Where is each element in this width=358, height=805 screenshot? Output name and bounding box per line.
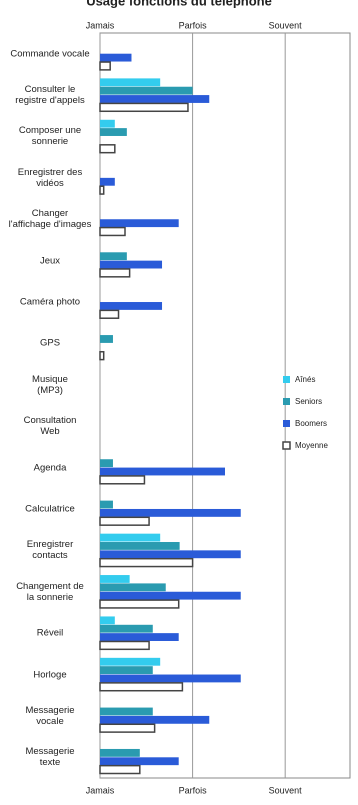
bar bbox=[100, 335, 113, 343]
bar bbox=[100, 674, 241, 683]
x-tick-label: Souvent bbox=[269, 20, 303, 30]
y-tick-label: Consultation Web bbox=[23, 415, 77, 438]
legend-swatch bbox=[283, 420, 290, 427]
y-tick-label: Composer une sonnerie bbox=[18, 125, 82, 148]
bar bbox=[100, 128, 127, 136]
y-tick-label: Jeux bbox=[39, 255, 61, 267]
bar bbox=[100, 550, 241, 559]
y-tick-label: Messagerie vocale bbox=[25, 704, 75, 727]
legend-label: Seniors bbox=[295, 397, 322, 406]
legend-swatch bbox=[283, 376, 290, 383]
legend-swatch bbox=[282, 441, 291, 450]
y-tick-label: Commande vocale bbox=[10, 48, 90, 60]
bar bbox=[99, 682, 184, 692]
bar bbox=[99, 61, 111, 71]
bar bbox=[100, 666, 153, 675]
y-tick-label: Enregistrer contacts bbox=[26, 539, 74, 562]
bar bbox=[99, 102, 189, 113]
y-tick-label: Messagerie texte bbox=[25, 746, 75, 769]
bar bbox=[100, 459, 113, 468]
x-tick-label: Parfois bbox=[179, 785, 208, 795]
bar bbox=[100, 508, 241, 517]
bar bbox=[99, 475, 146, 485]
y-tick-label: Calculatrice bbox=[25, 503, 75, 515]
bar bbox=[99, 557, 194, 568]
bar bbox=[99, 351, 105, 361]
bar bbox=[99, 599, 180, 609]
bar bbox=[100, 95, 210, 103]
bar bbox=[100, 616, 115, 625]
bar bbox=[100, 53, 132, 62]
bar bbox=[100, 715, 210, 724]
bar bbox=[100, 748, 140, 757]
y-tick-label: Horloge bbox=[33, 669, 67, 681]
legend-label: Boomers bbox=[295, 419, 327, 428]
legend-label: Moyenne bbox=[295, 441, 328, 450]
y-tick-label: Caméra photo bbox=[19, 296, 81, 308]
legend-swatch bbox=[283, 398, 290, 405]
bar bbox=[100, 575, 130, 583]
bar bbox=[100, 633, 179, 641]
bar bbox=[100, 467, 225, 476]
bar bbox=[100, 583, 166, 592]
legend-label: Aînés bbox=[295, 375, 315, 384]
bar bbox=[99, 144, 116, 154]
x-tick-label: Jamais bbox=[86, 785, 115, 795]
bar bbox=[100, 78, 161, 87]
chart-title: Usage fonctions du téléphone bbox=[86, 0, 272, 8]
bar bbox=[100, 542, 180, 550]
bar bbox=[100, 757, 179, 766]
y-tick-label: Consulter le registre d'appels bbox=[15, 84, 85, 107]
bar bbox=[100, 177, 115, 186]
y-tick-label: Changement de la sonnerie bbox=[16, 580, 84, 603]
bar bbox=[100, 252, 127, 261]
bar bbox=[100, 119, 115, 128]
x-tick-label: Jamais bbox=[86, 20, 115, 30]
y-tick-label: Agenda bbox=[33, 462, 67, 474]
x-tick-label: Souvent bbox=[269, 785, 303, 795]
bar bbox=[100, 219, 179, 228]
bar bbox=[100, 657, 161, 666]
y-tick-label: GPS bbox=[39, 337, 61, 349]
bar bbox=[100, 260, 163, 269]
bar bbox=[99, 764, 141, 775]
bar bbox=[99, 723, 156, 733]
bar bbox=[99, 268, 131, 278]
bar bbox=[99, 640, 150, 651]
bar bbox=[100, 302, 163, 310]
x-tick-label: Parfois bbox=[179, 20, 208, 30]
bar bbox=[100, 591, 241, 600]
bar bbox=[99, 185, 105, 195]
bar bbox=[100, 500, 113, 509]
bar bbox=[99, 516, 150, 526]
bar bbox=[99, 309, 120, 319]
bar bbox=[100, 707, 153, 716]
bar bbox=[100, 86, 193, 95]
y-tick-label: Musique (MP3) bbox=[32, 373, 68, 396]
y-tick-label: Enregistrer des vidéos bbox=[17, 166, 83, 189]
bar bbox=[100, 624, 153, 633]
y-tick-label: Réveil bbox=[36, 627, 64, 639]
y-tick-label: Changer l'affichage d'images bbox=[8, 208, 92, 231]
bar bbox=[100, 533, 161, 542]
bar bbox=[99, 226, 126, 237]
